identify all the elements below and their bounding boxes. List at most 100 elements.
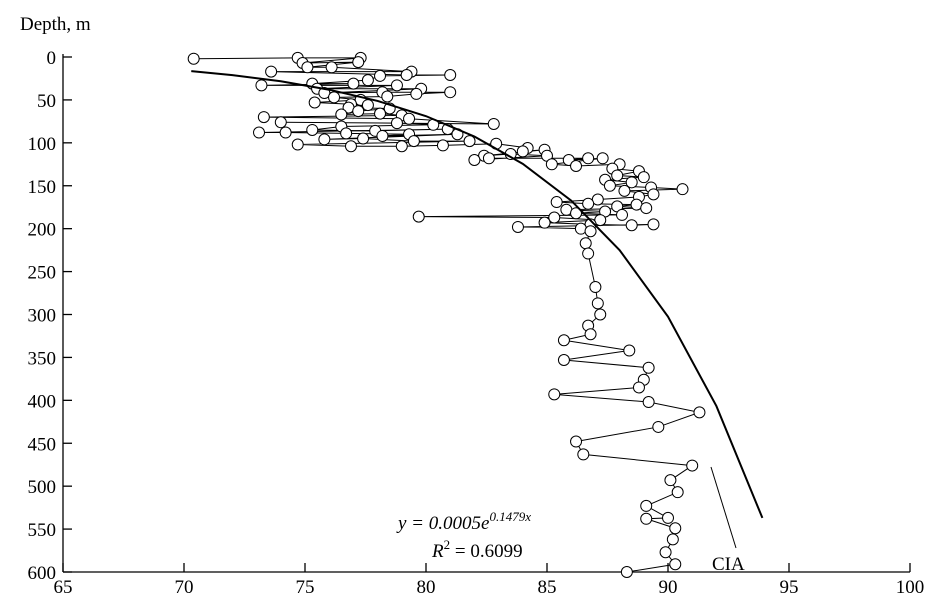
data-point (582, 197, 595, 210)
data-point (376, 129, 389, 142)
data-point (381, 90, 394, 103)
y-tick-label: 150 (28, 177, 57, 198)
r-power: 2 (444, 537, 451, 552)
data-point (603, 179, 616, 192)
series-line (193, 57, 702, 573)
x-tick-label: 85 (538, 577, 557, 598)
data-point (557, 353, 570, 366)
data-point (344, 140, 357, 153)
x-tick-label: 75 (296, 577, 315, 598)
data-point (436, 139, 449, 152)
x-tick-label: 80 (417, 577, 436, 598)
data-point (308, 96, 321, 109)
x-tick-label: 90 (659, 577, 678, 598)
data-point (676, 183, 689, 196)
series-line (191, 70, 764, 519)
data-point (640, 202, 653, 215)
data-point (550, 196, 563, 209)
data-point (325, 61, 338, 74)
data-point (187, 52, 200, 65)
data-point (444, 69, 457, 82)
data-point (255, 79, 268, 92)
data-point (412, 210, 425, 223)
data-point (487, 117, 500, 130)
y-tick-label: 0 (47, 48, 57, 69)
data-point (579, 237, 592, 250)
data-point (253, 126, 266, 139)
data-point (584, 328, 597, 341)
x-tick-label: 70 (175, 577, 194, 598)
data-point (659, 546, 672, 559)
data-point (279, 126, 292, 139)
data-point (623, 344, 636, 357)
data-point (390, 79, 403, 92)
data-point (548, 211, 561, 224)
y-tick-label: 300 (28, 306, 57, 327)
data-point (340, 127, 353, 140)
data-point (557, 334, 570, 347)
data-point (686, 459, 699, 472)
data-point (637, 171, 650, 184)
data-point (548, 388, 561, 401)
data-point (444, 86, 457, 99)
equation: y = 0.0005e0.1479x (396, 509, 531, 534)
x-tick-label: 65 (54, 577, 73, 598)
data-point (577, 448, 590, 461)
leader-line (710, 466, 737, 549)
data-point (403, 112, 416, 125)
data-point (596, 152, 609, 165)
data-point (347, 77, 360, 90)
data-point (390, 117, 403, 130)
data-point (318, 133, 331, 146)
data-point (265, 65, 278, 78)
data-point (664, 474, 677, 487)
data-point (693, 406, 706, 419)
r-squared: R2 = 0.6099 (431, 537, 523, 562)
data-point (463, 135, 476, 148)
data-point (400, 69, 413, 82)
y-axis-label: Depth, m (20, 14, 91, 35)
data-point (374, 107, 387, 120)
equation-base: y = 0.0005e (396, 513, 489, 534)
data-point (642, 396, 655, 409)
y-tick-label: 100 (28, 134, 57, 155)
data-point (591, 297, 604, 310)
y-tick-label: 350 (28, 348, 57, 369)
data-point (361, 74, 374, 87)
y-tick-label: 450 (28, 434, 57, 455)
data-point (328, 91, 341, 104)
data-point (335, 108, 348, 121)
data-point (516, 145, 529, 158)
data-point (361, 99, 374, 112)
data-point (662, 511, 674, 524)
data-point (538, 216, 551, 229)
data-point (666, 533, 679, 546)
y-tick-label: 400 (28, 391, 57, 412)
data-point (570, 207, 583, 220)
y-tick-label: 550 (28, 520, 57, 541)
y-tick-label: 250 (28, 263, 57, 284)
data-point (647, 188, 660, 201)
r-symbol: R (431, 541, 444, 562)
data-point (468, 154, 481, 166)
data-point (482, 152, 495, 165)
data-point (594, 308, 607, 321)
data-point (640, 499, 653, 512)
y-tick-label: 200 (28, 220, 57, 241)
data-point (669, 522, 682, 535)
data-point (395, 140, 408, 153)
data-point (625, 176, 638, 189)
data-point (545, 158, 558, 171)
x-tick-label: 95 (780, 577, 799, 598)
data-point (291, 138, 304, 151)
data-point (570, 160, 583, 173)
y-tick-label: 500 (28, 477, 57, 498)
data-point (511, 220, 524, 233)
data-point (620, 566, 633, 578)
data-point (352, 105, 365, 118)
data-point (625, 219, 638, 232)
data-point (257, 111, 270, 124)
y-tick-label: 50 (37, 91, 56, 112)
data-point (306, 123, 319, 136)
